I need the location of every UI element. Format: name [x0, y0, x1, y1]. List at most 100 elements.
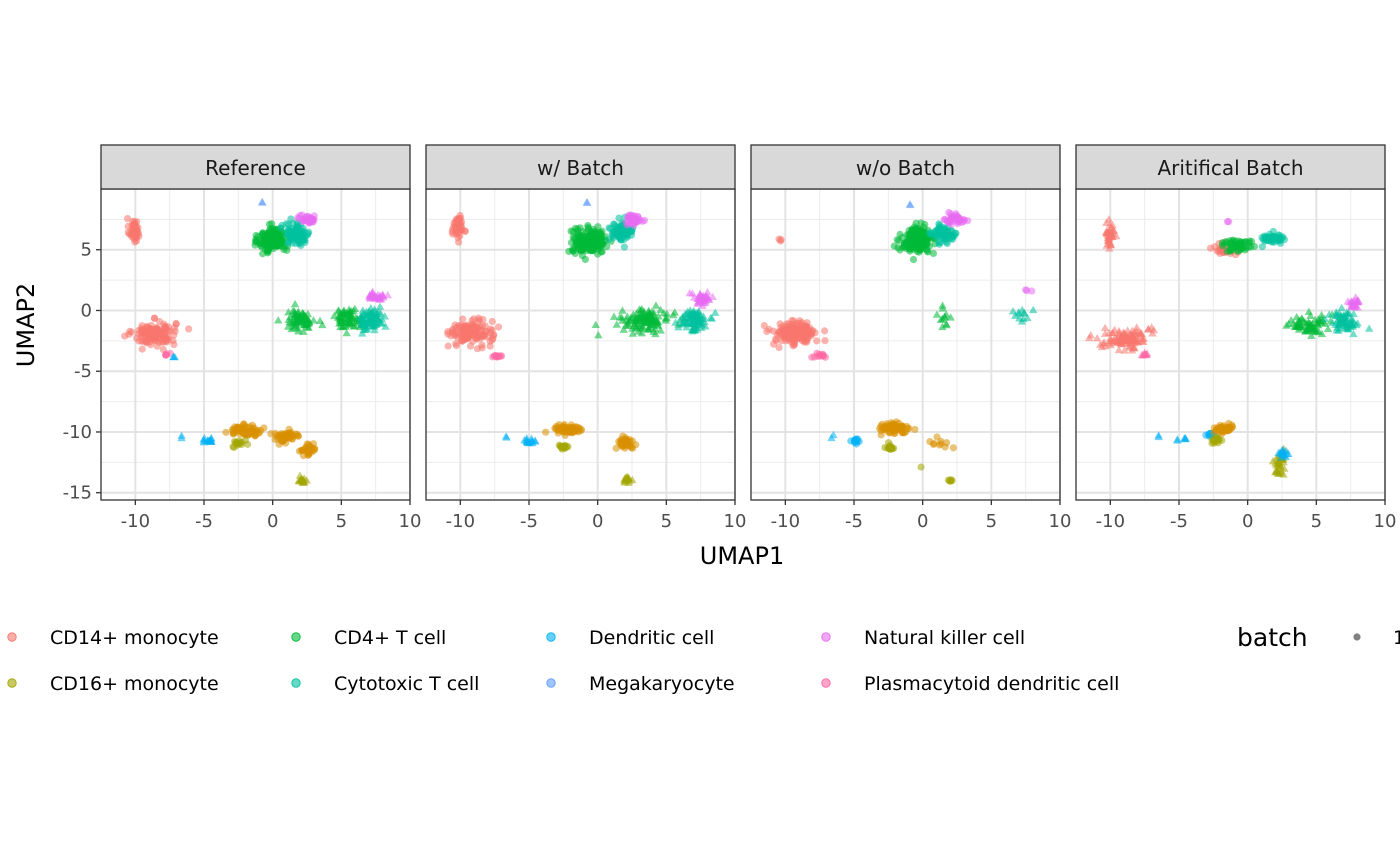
scatter-point — [232, 439, 240, 447]
legend-key-dot — [821, 632, 831, 642]
scatter-point — [373, 309, 382, 318]
scatter-point — [621, 438, 629, 446]
scatter-point — [591, 320, 600, 329]
scatter-point — [290, 299, 300, 308]
scatter-point — [1100, 323, 1110, 332]
batch-key-circle — [1353, 633, 1361, 641]
facet-strip-label: Reference — [205, 156, 306, 180]
scatter-point — [583, 198, 592, 206]
scatter-point — [1331, 320, 1340, 328]
scatter-point — [298, 446, 306, 454]
batch-legend-label: 1 — [1393, 627, 1400, 649]
scatter-point — [681, 314, 690, 322]
scatter-point — [897, 422, 905, 431]
x-tick-label: 0 — [917, 511, 928, 532]
scatter-point — [949, 444, 958, 452]
scatter-point — [162, 351, 170, 359]
scatter-point — [465, 325, 473, 333]
scatter-point — [1304, 307, 1314, 315]
x-tick-label: 0 — [1242, 511, 1253, 532]
scatter-point — [1337, 303, 1346, 312]
scatter-point — [254, 426, 262, 435]
scatter-point — [542, 428, 550, 436]
legend-key-dot — [546, 632, 556, 642]
scatter-point — [1247, 243, 1255, 251]
legend-item: CD16+ monocyte — [7, 673, 219, 695]
legend-key-dot — [821, 678, 831, 688]
scatter-point — [1309, 324, 1318, 332]
scatter-point — [338, 310, 347, 318]
scatter-point — [942, 319, 951, 328]
scatter-point — [938, 322, 947, 331]
scatter-point — [204, 436, 213, 444]
facet-strip — [1075, 144, 1386, 190]
scatter-point — [612, 444, 620, 452]
scatter-point — [1105, 338, 1114, 347]
scatter-point — [298, 475, 308, 484]
scatter-point — [478, 341, 486, 349]
scatter-point — [791, 334, 800, 342]
scatter-point — [1273, 466, 1283, 475]
scatter-point — [199, 438, 209, 446]
scatter-point — [813, 337, 821, 345]
scatter-point — [342, 328, 351, 337]
scatter-point — [366, 303, 376, 312]
scatter-point — [632, 323, 642, 332]
scatter-point — [681, 318, 690, 326]
x-tick-label: 5 — [1311, 511, 1322, 532]
scatter-point — [1011, 311, 1020, 319]
scatter-point — [277, 224, 285, 232]
scatter-point — [621, 321, 631, 329]
scatter-point — [138, 345, 146, 353]
scatter-point — [1317, 318, 1326, 326]
scatter-point — [1258, 243, 1266, 251]
scatter-point — [284, 308, 293, 316]
scatter-point — [1102, 218, 1111, 226]
legend-label: CD14+ monocyte — [50, 627, 219, 649]
scatter-point — [1263, 237, 1272, 245]
scatter-point — [304, 319, 313, 328]
scatter-point — [682, 323, 691, 331]
scatter-point — [1132, 323, 1141, 331]
scatter-point — [369, 316, 379, 324]
legend-item: Cytotoxic T cell — [291, 673, 479, 695]
scatter-point — [1180, 434, 1190, 443]
scatter-point — [444, 342, 452, 350]
scatter-point — [1129, 343, 1139, 351]
scatter-point — [1237, 238, 1245, 246]
scatter-point — [177, 433, 186, 442]
scatter-point — [694, 318, 704, 326]
y-tick-label: -10 — [63, 422, 92, 443]
scatter-point — [172, 320, 180, 328]
points-group — [760, 200, 1038, 485]
legend-item: CD4+ T cell — [291, 627, 446, 649]
legend-item: Megakaryocyte — [546, 673, 735, 695]
legend-key-dot — [546, 678, 556, 688]
scatter-point — [894, 244, 902, 252]
scatter-point — [772, 336, 780, 345]
scatter-point — [1020, 309, 1029, 317]
scatter-point — [1274, 457, 1283, 465]
scatter-point — [622, 218, 630, 226]
scatter-point — [938, 228, 946, 236]
scatter-point — [1247, 237, 1256, 246]
scatter-point — [375, 302, 385, 310]
scatter-point — [632, 309, 641, 317]
scatter-point — [1125, 337, 1135, 345]
scatter-point — [269, 230, 277, 238]
scatter-point — [581, 255, 589, 264]
scatter-point — [1349, 329, 1358, 338]
scatter-point — [153, 342, 161, 350]
scatter-point — [941, 234, 949, 243]
scatter-point — [293, 220, 301, 228]
scatter-point — [228, 425, 237, 434]
scatter-point — [1213, 433, 1221, 442]
scatter-point — [798, 319, 806, 327]
scatter-point — [695, 294, 704, 302]
scatter-point — [1028, 305, 1038, 314]
scatter-point — [239, 426, 247, 435]
scatter-point — [610, 220, 619, 229]
scatter-point — [143, 322, 151, 330]
scatter-point — [628, 329, 638, 337]
scatter-point — [1028, 287, 1036, 295]
